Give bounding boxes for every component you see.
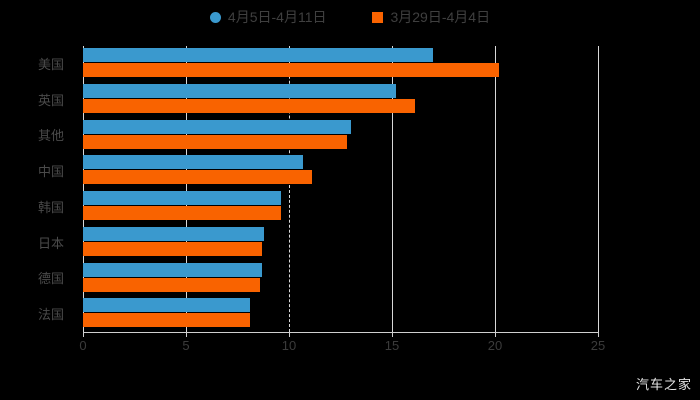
bar[interactable] (83, 277, 261, 292)
y-axis-label: 美国 (37, 56, 64, 72)
y-axis-label: 英国 (37, 92, 64, 108)
bar[interactable] (83, 63, 500, 77)
legend-label-series-1: 3月29日-4月4日 (390, 9, 491, 25)
x-axis-tick-labels: 0 5 10 15 20 25 (0, 339, 700, 357)
bar[interactable] (83, 206, 281, 220)
tick-mark-25 (598, 332, 599, 337)
bar-group (83, 153, 598, 189)
y-axis-label: 日本 (37, 235, 64, 251)
tick-mark-10 (289, 332, 290, 337)
bar[interactable] (83, 155, 304, 170)
plot-area (83, 46, 599, 332)
bar[interactable] (83, 119, 351, 134)
gridline-x-15 (392, 46, 393, 332)
bar[interactable] (83, 313, 250, 328)
y-axis-label: 韩国 (37, 199, 64, 215)
x-axis-tick-label: 5 (182, 338, 190, 353)
legend-label-series-0: 4月5日-4月11日 (227, 9, 327, 25)
x-axis-line (83, 332, 599, 333)
chart-legend: 4月5日-4月11日 3月29日-4月4日 (0, 6, 700, 28)
bar[interactable] (83, 298, 250, 313)
tick-mark-20 (495, 332, 496, 337)
bar[interactable] (83, 226, 265, 241)
bar-group (83, 296, 598, 332)
legend-swatch-orange-square-icon (372, 11, 384, 23)
legend-entry-series-0[interactable]: 4月5日-4月11日 (209, 9, 327, 25)
x-axis-tick-label: 25 (590, 338, 606, 353)
bar-group (83, 82, 598, 118)
x-axis-tick-label: 15 (384, 338, 400, 353)
tick-mark-5 (186, 332, 187, 337)
gridline-x-10 (289, 46, 290, 332)
y-axis-label: 德国 (37, 271, 64, 287)
y-axis-label: 中国 (37, 164, 64, 180)
y-axis-label: 其他 (37, 128, 64, 144)
x-axis-tick-label: 0 (79, 338, 87, 353)
gridline-x-5 (186, 46, 187, 332)
bar[interactable] (83, 48, 434, 62)
gridline-x-0 (83, 46, 84, 332)
tick-mark-0 (83, 332, 84, 337)
bar[interactable] (83, 262, 263, 277)
tick-mark-15 (392, 332, 393, 337)
watermark: 汽车之家 (635, 377, 692, 392)
bar-group (83, 225, 598, 261)
gridline-x-20 (495, 46, 496, 332)
bar[interactable] (83, 170, 312, 185)
bar-group (83, 189, 598, 225)
legend-swatch-blue-circle-icon (209, 11, 221, 23)
x-axis-tick-label: 20 (487, 338, 503, 353)
y-axis-category-labels: 美国英国其他中国韩国日本德国法国 (0, 46, 74, 332)
bar[interactable] (83, 83, 397, 98)
y-axis-label: 法国 (37, 307, 64, 323)
bar[interactable] (83, 191, 281, 205)
legend-entry-series-1[interactable]: 3月29日-4月4日 (372, 10, 490, 24)
gridline-x-25 (598, 46, 599, 332)
x-axis-tick-label: 10 (281, 338, 297, 353)
bar-group (83, 261, 598, 297)
bar[interactable] (83, 98, 415, 113)
bar[interactable] (83, 134, 347, 149)
bar-group (83, 118, 598, 154)
bar[interactable] (83, 241, 263, 256)
bar-group (83, 46, 598, 82)
